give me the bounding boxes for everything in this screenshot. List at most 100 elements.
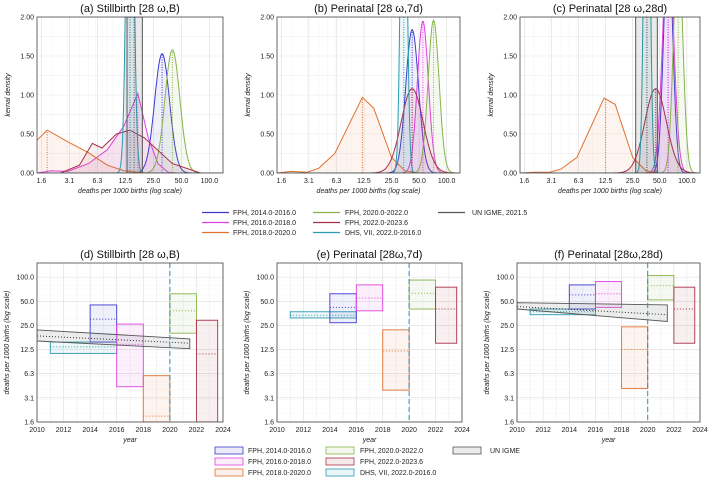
un-igme-interval <box>126 17 143 173</box>
y-tick-label: 50.0 <box>260 299 274 306</box>
y-tick-label: 12.5 <box>500 347 514 354</box>
y-tick-label: 2.00 <box>260 15 274 22</box>
density-fph-2020-2022 <box>37 49 223 173</box>
x-axis-label: deaths per 1000 births (log scale) <box>78 188 182 195</box>
x-tick-label: 2014 <box>322 427 338 434</box>
interval-box <box>169 293 197 334</box>
y-tick-label: 100.0 <box>256 275 274 282</box>
box-fph-2016-2018 <box>116 323 144 388</box>
x-tick-label: 2024 <box>215 427 231 434</box>
y-tick-label: 0.50 <box>20 132 34 139</box>
x-tick-label: 2016 <box>109 427 125 434</box>
legend-swatch <box>214 446 244 455</box>
box-fph-2020-2022 <box>647 274 675 301</box>
density-fph-2020-2022 <box>520 17 700 173</box>
legend-item: FPH, 2022.0-2023.6 <box>325 457 423 466</box>
y-tick-label: 0.50 <box>260 132 274 139</box>
x-tick-label: 12.5 <box>119 178 133 185</box>
density-fill <box>277 21 460 173</box>
y-tick-label: 100.0 <box>16 275 34 282</box>
x-tick-label: 2010 <box>269 427 285 434</box>
x-tick-label: 2018 <box>375 427 391 434</box>
panel-title: (e) Perinatal [28ω,7d) <box>317 249 423 261</box>
y-axis-label: kernal density <box>488 73 495 117</box>
interval-box <box>382 329 410 391</box>
density-curve <box>520 17 700 173</box>
plot-area <box>37 17 223 173</box>
density-fill <box>277 20 460 173</box>
legend-label: FPH, 2018.0-2020.0 <box>233 230 296 237</box>
box-fph-2018-2020 <box>621 326 649 389</box>
interval-box <box>594 281 623 308</box>
gridlines <box>520 17 700 173</box>
x-tick-label: 100.0 <box>678 178 696 185</box>
x-tick-label: 50.0 <box>412 178 426 185</box>
gridlines <box>277 17 460 173</box>
x-tick-label: 2010 <box>509 427 525 434</box>
legend-density: FPH, 2014.0-2016.0 FPH, 2016.0-2018.0 FPH,… <box>202 210 527 237</box>
y-tick-label: 25.0 <box>20 323 34 330</box>
axes-frame <box>276 16 461 174</box>
x-tick-label: 2012 <box>56 427 72 434</box>
box-fph-2020-2022 <box>169 293 197 334</box>
x-tick-label: 1.6 <box>519 178 529 185</box>
density-fph-2014-2016 <box>520 17 700 173</box>
y-tick-label: 25.0 <box>260 323 274 330</box>
interval-box <box>142 375 171 422</box>
y-tick-label: 3.1 <box>504 395 514 402</box>
panel-a: (a) Stillbirth [28 ω,B) 1.6 3.1 6.3 12.5 25.0… <box>5 3 224 195</box>
x-tick-label: 2014 <box>561 427 577 434</box>
legend-item: FPH, 2014.0-2016.0 <box>202 210 296 217</box>
x-tick-label: 3.1 <box>65 178 75 185</box>
interval-box <box>568 284 596 310</box>
y-tick-label: 6.3 <box>504 371 514 378</box>
x-tick-label: 50.0 <box>175 178 189 185</box>
legend-label: DHS, VII, 2022.0-2016.0 <box>360 470 436 477</box>
density-fill <box>520 17 700 173</box>
density-curve <box>277 96 420 173</box>
axes-frame <box>36 262 224 423</box>
panel-title: (c) Perinatal [28 ω,28d) <box>553 3 667 15</box>
axes-frame <box>276 262 463 423</box>
axes-frame <box>519 16 701 174</box>
legend-label: FPH, 2022.0-2023.6 <box>345 220 408 227</box>
y-tick-label: 3.1 <box>264 395 274 402</box>
y-tick-label: 0.00 <box>20 171 34 178</box>
x-tick-label: 2012 <box>535 427 551 434</box>
density-fph-2020-2022 <box>277 19 460 173</box>
legend-label: FPH, 2022.0-2023.6 <box>360 459 423 466</box>
legend-item: FPH, 2014.0-2016.0 <box>214 446 311 455</box>
un-igme-band <box>37 329 191 350</box>
density-fill <box>520 17 700 173</box>
x-tick-label: 25.0 <box>385 178 399 185</box>
y-tick-label: 1.50 <box>503 54 517 61</box>
y-tick-label: 50.0 <box>20 299 34 306</box>
density-un-igme <box>635 17 658 173</box>
legend-label: FPH, 2020.0-2022.0 <box>360 448 423 455</box>
y-tick-label: 12.5 <box>260 347 274 354</box>
y-tick-label: 3.1 <box>24 395 34 402</box>
y-tick-label: 100.0 <box>496 275 514 282</box>
un-igme-band <box>517 302 668 322</box>
interval-box <box>408 279 437 310</box>
density-fill <box>520 98 660 173</box>
x-tick-label: 6.3 <box>574 178 584 185</box>
legend-item: FPH, 2018.0-2020.0 <box>202 230 296 237</box>
box-fph-2014-2016 <box>329 293 357 324</box>
density-curve <box>520 88 700 173</box>
y-tick-label: 1.00 <box>260 93 274 100</box>
x-tick-label: 1.6 <box>37 178 47 185</box>
density-fill <box>277 29 460 173</box>
x-tick-label: 2014 <box>82 427 98 434</box>
axes-frame <box>36 16 224 174</box>
x-tick-label: 1.6 <box>276 178 286 185</box>
x-tick-label: 6.3 <box>332 178 342 185</box>
y-tick-label: 25.0 <box>500 323 514 330</box>
panel-e: (e) Perinatal [28ω,7d) 2010 2012 2014 2016 20… <box>244 249 470 444</box>
density-fill <box>277 88 460 173</box>
x-tick-label: 2022 <box>428 427 444 434</box>
interval-box <box>89 304 118 343</box>
box-fph-2018-2020 <box>142 375 171 422</box>
y-tick-label: 50.0 <box>500 299 514 306</box>
